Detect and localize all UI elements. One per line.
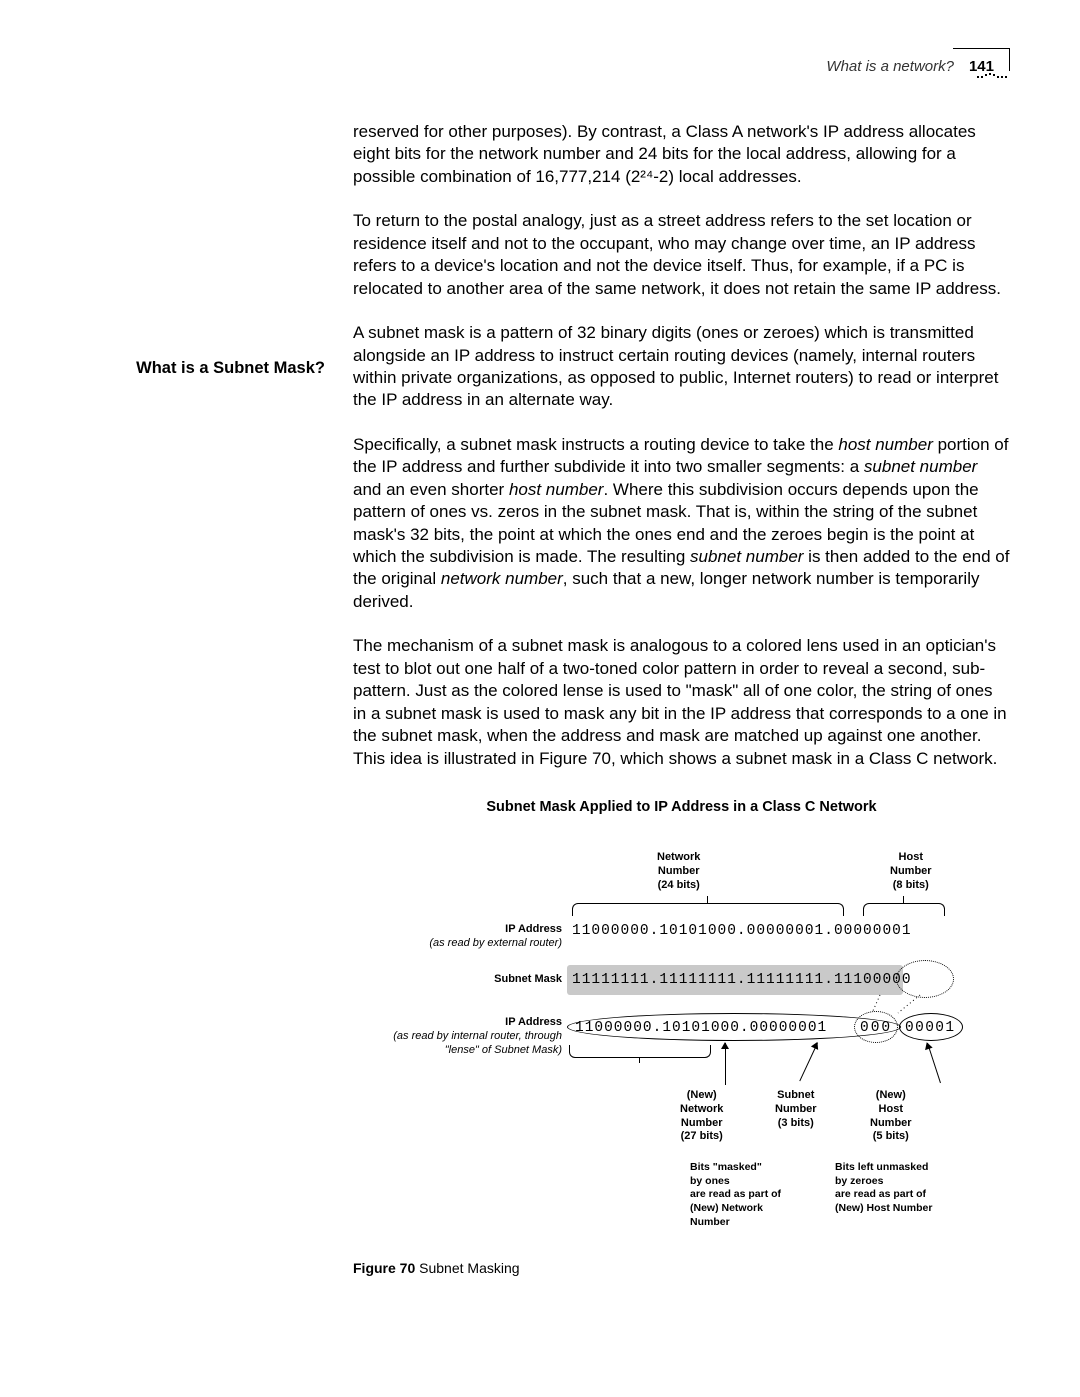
page: What is a network? 141 What is a Subnet … bbox=[0, 0, 1080, 1318]
arrow-subnet-number bbox=[799, 1043, 818, 1081]
text-unmasked-zeroes: Bits left unmasked by zeroes are read as… bbox=[835, 1161, 932, 1216]
label-ip2-sub: (as read by internal router, through "le… bbox=[393, 1030, 562, 1056]
p2i2: subnet number bbox=[864, 457, 977, 476]
bracket-new-network bbox=[569, 1045, 711, 1058]
label-ip1: IP Address bbox=[505, 923, 562, 935]
side-column: What is a Subnet Mask? bbox=[100, 121, 325, 1278]
prelude-para-1: reserved for other purposes). By contras… bbox=[353, 121, 1010, 188]
bits-ip1: 11000000.10101000.00000001.00000001 bbox=[572, 922, 912, 941]
p2a: Specifically, a subnet mask instructs a … bbox=[353, 435, 838, 454]
section-para-3: The mechanism of a subnet mask is analog… bbox=[353, 635, 1010, 770]
label-subnet-mask: Subnet Mask bbox=[382, 973, 562, 987]
page-header: What is a network? 141 bbox=[100, 58, 1002, 75]
dotted-connector bbox=[870, 993, 930, 1015]
arrow-new-network bbox=[725, 1043, 726, 1085]
figure-title: Subnet Mask Applied to IP Address in a C… bbox=[353, 798, 1010, 817]
p2i3: host number bbox=[509, 480, 604, 499]
body-columns: What is a Subnet Mask? reserved for othe… bbox=[100, 121, 1002, 1278]
bits-ip2-host: 00001 bbox=[905, 1019, 956, 1038]
main-column: reserved for other purposes). By contras… bbox=[353, 121, 1010, 1278]
p2i1: host number bbox=[838, 435, 933, 454]
bits-ip2-net: 11000000.10101000.00000001 bbox=[575, 1019, 827, 1038]
bits-mask: 11111111.11111111.11111111.11100000 bbox=[572, 971, 912, 990]
arrow-new-host bbox=[927, 1043, 941, 1083]
label-network-number: Network Number (24 bits) bbox=[657, 851, 700, 892]
label-ip2: IP Address bbox=[505, 1016, 562, 1028]
label-new-network: (New) Network Number (27 bits) bbox=[680, 1089, 723, 1144]
header-ornament bbox=[953, 48, 1010, 75]
section-heading: What is a Subnet Mask? bbox=[100, 359, 325, 378]
label-ip1-sub: (as read by external router) bbox=[429, 937, 562, 949]
section-para-1: A subnet mask is a pattern of 32 binary … bbox=[353, 322, 1010, 412]
p2c: and an even shorter bbox=[353, 480, 509, 499]
figure-caption-text: Subnet Masking bbox=[415, 1260, 519, 1276]
label-new-host: (New) Host Number (5 bits) bbox=[870, 1089, 912, 1144]
header-section-title: What is a network? bbox=[826, 58, 954, 75]
figure-caption-label: Figure 70 bbox=[353, 1260, 415, 1276]
bracket-host bbox=[863, 903, 945, 916]
label-host-number: Host Number (8 bits) bbox=[890, 851, 932, 892]
p2i4: subnet number bbox=[690, 547, 803, 566]
figure-diagram: Network Number (24 bits) Host Number (8 … bbox=[375, 851, 1010, 1231]
section-para-2: Specifically, a subnet mask instructs a … bbox=[353, 434, 1010, 614]
bracket-network bbox=[572, 903, 844, 916]
dashed-circle-subnet bbox=[854, 1011, 898, 1043]
figure-caption: Figure 70 Subnet Masking bbox=[353, 1259, 1010, 1277]
p2i5: network number bbox=[441, 569, 563, 588]
text-masked-ones: Bits "masked" by ones are read as part o… bbox=[690, 1161, 781, 1229]
prelude-para-2: To return to the postal analogy, just as… bbox=[353, 210, 1010, 300]
label-subnet-number: Subnet Number (3 bits) bbox=[775, 1089, 817, 1130]
